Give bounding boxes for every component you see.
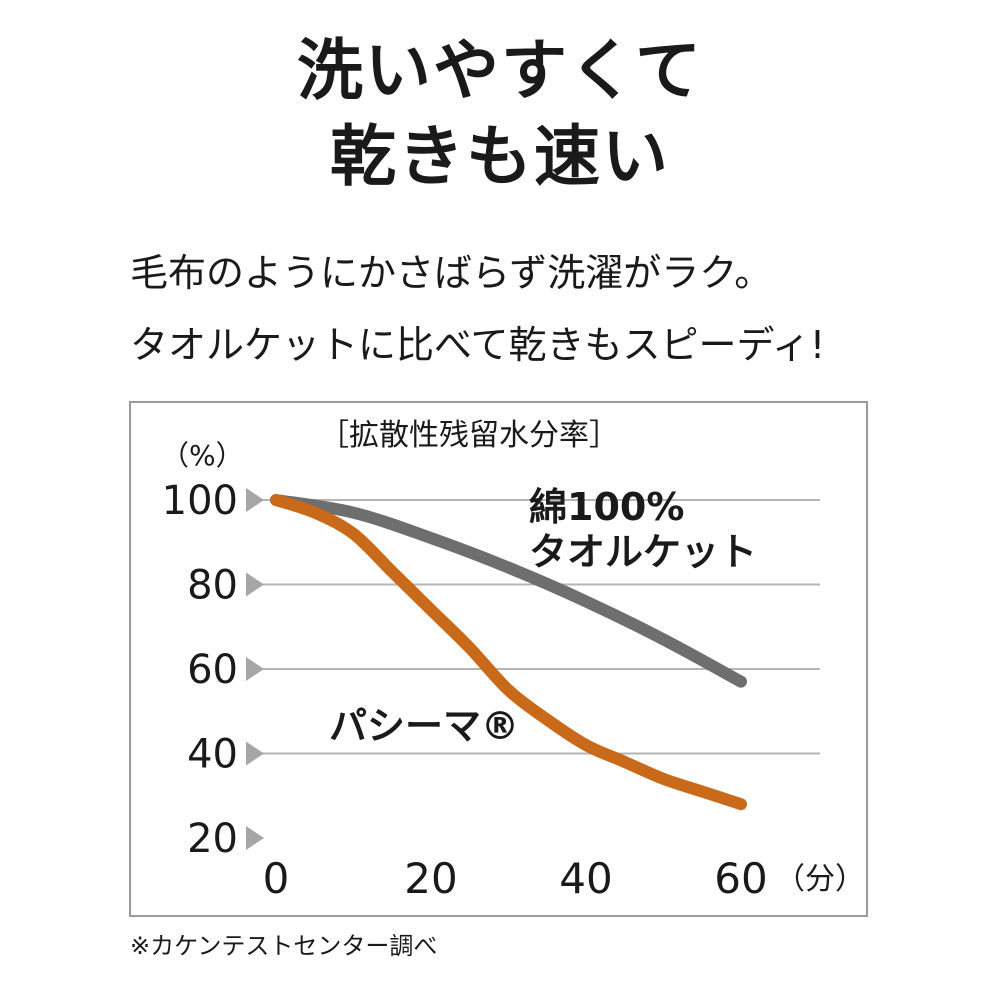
x-tick-label-40: 40 xyxy=(559,854,612,903)
x-tick-label-60: 60 xyxy=(714,854,767,903)
towel-series-label-line-2: タオルケット xyxy=(529,530,757,574)
chart-frame: ［拡散性残留水分率］ （%） 20 40 60 80 100 0 20 40 60 （分） 綿100% タ… xyxy=(129,401,868,917)
source-footnote: ※カケンテストセンター調べ xyxy=(130,932,438,960)
y-tick-label-100: 100 xyxy=(162,478,238,524)
y-tick-marker-100 xyxy=(246,488,264,512)
y-tick-label-80: 80 xyxy=(187,563,238,609)
y-tick-marker-60 xyxy=(246,657,264,681)
x-tick-label-20: 20 xyxy=(404,854,457,903)
x-axis-unit: （分） xyxy=(775,862,865,897)
y-tick-label-60: 60 xyxy=(187,647,238,693)
headline-line-2: 乾きも速い xyxy=(330,118,670,195)
pasima-series-label: パシーマ® xyxy=(329,704,519,748)
towel-series-label-line-1: 綿100% xyxy=(529,485,684,529)
x-tick-label-0: 0 xyxy=(263,854,290,903)
subcopy-line-2: タオルケットに比べて乾きもスピーディ! xyxy=(130,323,826,367)
y-tick-label-20: 20 xyxy=(187,816,238,862)
chart-title: ［拡散性残留水分率］ xyxy=(319,418,619,453)
y-axis-unit: （%） xyxy=(161,439,244,472)
y-tick-marker-20 xyxy=(246,826,264,850)
subcopy-line-1: 毛布のようにかさばらず洗濯がラク。 xyxy=(130,251,773,295)
y-tick-marker-40 xyxy=(246,741,264,766)
headline-line-1: 洗いやすくて xyxy=(296,32,704,109)
pasima-series-line xyxy=(270,494,747,811)
y-tick-label-40: 40 xyxy=(187,732,238,778)
y-tick-marker-80 xyxy=(246,572,264,597)
towel-series-line xyxy=(270,494,747,688)
